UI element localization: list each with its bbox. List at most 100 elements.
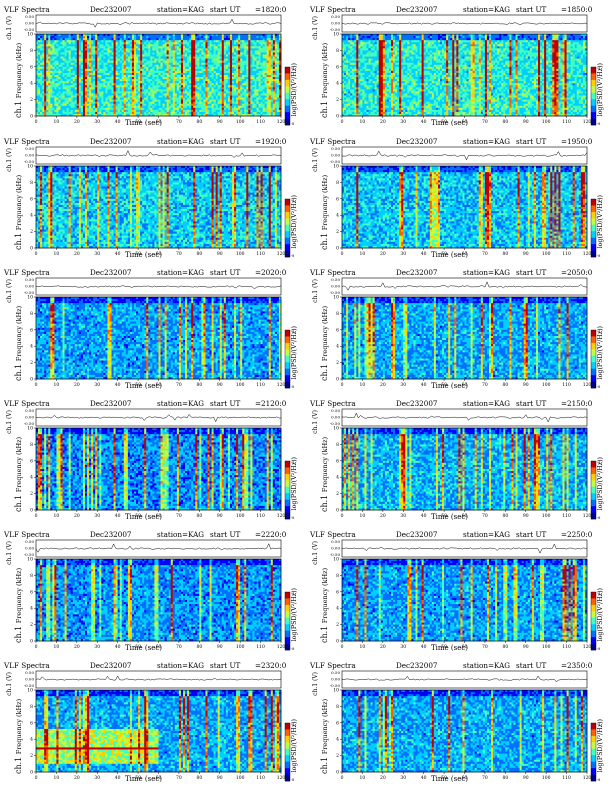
spectrogram-cell xyxy=(138,107,141,111)
spectrogram-cell xyxy=(256,36,259,39)
spectrogram-cell xyxy=(262,109,265,113)
spectrogram-cell xyxy=(48,87,51,90)
spectrogram-cell xyxy=(191,99,194,102)
spectrogram-cell xyxy=(82,46,86,49)
panel-title: VLF Spectra xyxy=(4,5,50,14)
spectrogram-cell xyxy=(187,58,190,61)
spectrogram-cell xyxy=(162,46,165,49)
spectrogram-cell xyxy=(225,46,229,49)
spectrogram-cell xyxy=(272,87,276,90)
spectrogram-cell xyxy=(99,83,102,86)
spectrogram-cell xyxy=(125,91,129,94)
spectrogram-cell xyxy=(207,60,210,63)
spectrogram-cell xyxy=(62,60,65,63)
spectrogram-cell xyxy=(64,93,67,96)
spectrogram-cell xyxy=(250,52,253,55)
spectrogram-cell xyxy=(76,77,80,80)
spectrogram-cell xyxy=(36,97,39,100)
waveform-tick-label: 0.00 xyxy=(331,21,340,26)
spectrogram-cell xyxy=(38,70,41,74)
spectrogram-cell xyxy=(115,75,118,78)
spectrogram-cell xyxy=(107,72,110,76)
spectrogram-cell xyxy=(160,54,163,57)
spectrogram-cell xyxy=(170,72,174,76)
x-tick-label: 30 xyxy=(94,119,100,125)
spectrogram-cell xyxy=(70,101,74,104)
spectrogram-cell xyxy=(70,75,74,78)
spectrogram-cell xyxy=(113,62,116,66)
spectrogram-cell xyxy=(176,64,180,68)
spectrogram-cell xyxy=(160,68,163,72)
spectrogram-cell xyxy=(238,87,241,90)
spectrogram-cell xyxy=(127,85,131,88)
spectrogram-cell xyxy=(225,58,229,61)
spectrogram-cell xyxy=(344,109,347,113)
spectrogram-cell xyxy=(113,48,116,51)
spectrogram-cell xyxy=(276,93,280,96)
spectrogram-cell xyxy=(87,107,90,111)
spectrogram-cell xyxy=(68,99,72,102)
spectrogram-cell xyxy=(174,103,178,107)
spectrogram-cell xyxy=(78,87,82,90)
spectrogram-cell xyxy=(70,89,74,92)
spectrogram-cell xyxy=(140,99,143,102)
spectrogram-cell xyxy=(172,107,176,111)
spectrogram-cell xyxy=(80,40,84,43)
spectrogram-cell xyxy=(203,113,206,117)
spectrogram-cell xyxy=(156,44,159,47)
spectrogram-cell xyxy=(38,58,41,61)
spectrogram-cell xyxy=(85,93,88,96)
spectrogram-cell xyxy=(250,48,253,51)
spectrogram-cell xyxy=(195,40,198,43)
spectrogram-cell xyxy=(119,66,123,70)
spectrogram-cell xyxy=(209,38,212,41)
spectrogram-cell xyxy=(123,56,127,59)
spectrogram-cell xyxy=(142,105,145,109)
spectrogram-cell xyxy=(252,91,255,94)
spectrogram-cell xyxy=(166,83,170,86)
spectrogram-cell xyxy=(123,93,127,96)
spectrogram-cell xyxy=(227,70,231,74)
spectrogram-cell xyxy=(162,107,165,111)
spectrogram-cell xyxy=(123,64,127,68)
spectrogram-cell xyxy=(260,34,263,37)
spectrogram-cell xyxy=(134,54,137,57)
spectrogram-cell xyxy=(148,42,151,45)
spectrogram-cell xyxy=(152,66,155,70)
spectrogram-cell xyxy=(193,64,196,68)
spectrogram-cell xyxy=(107,75,110,78)
spectrogram-cell xyxy=(254,64,257,68)
spectrogram-cell xyxy=(50,81,53,84)
spectrogram-cell xyxy=(152,97,155,100)
spectrogram-cell xyxy=(154,75,157,78)
spectrogram-cell xyxy=(48,79,51,82)
spectrogram-cell xyxy=(152,48,155,51)
spectrogram-cell xyxy=(54,56,57,59)
spectrogram-cell xyxy=(121,36,125,39)
spectrogram-cell xyxy=(38,109,41,113)
spectrogram-cell xyxy=(101,91,104,94)
spectrogram-cell xyxy=(158,48,161,51)
spectrogram-cell xyxy=(240,64,243,68)
spectrogram-cell xyxy=(85,97,88,100)
spectrogram-cell xyxy=(123,103,127,107)
waveform-tick-label: -0.50 xyxy=(330,27,341,32)
spectrogram-cell xyxy=(217,87,221,90)
spectrogram-cell xyxy=(119,46,123,49)
spectrogram-cell xyxy=(91,87,94,90)
spectrogram-cell xyxy=(278,113,282,117)
spectrogram-cell xyxy=(101,93,104,96)
spectrogram-cell xyxy=(64,91,67,94)
spectrogram-cell xyxy=(197,72,200,76)
spectrogram-cell xyxy=(217,58,221,61)
spectrogram-cell xyxy=(209,36,212,39)
spectrogram-cell xyxy=(262,64,265,68)
spectrogram-cell xyxy=(127,60,131,63)
spectrogram-cell xyxy=(95,89,98,92)
spectrogram-cell xyxy=(223,40,227,43)
spectrogram-cell xyxy=(268,58,272,61)
spectrogram-cell xyxy=(85,66,88,70)
spectrogram-cell xyxy=(121,72,125,76)
spectrogram-cell xyxy=(219,46,223,49)
spectrogram-cell xyxy=(160,109,163,113)
